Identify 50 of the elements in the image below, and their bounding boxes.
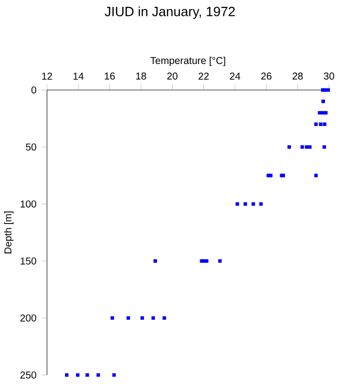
- y-tick-label: 200: [20, 314, 36, 322]
- y-tick-label: 0: [31, 86, 36, 94]
- point: [140, 316, 144, 320]
- point: [287, 145, 291, 149]
- point: [322, 122, 326, 126]
- point: [218, 259, 222, 263]
- point: [204, 259, 208, 263]
- y-tick-label: 250: [20, 371, 36, 379]
- y-tick-label: 50: [26, 143, 36, 151]
- point: [252, 202, 256, 206]
- point: [324, 111, 328, 115]
- x-tick-label: 14: [74, 72, 84, 80]
- point: [126, 316, 130, 320]
- point: [304, 145, 308, 149]
- y-tick-label: 150: [20, 257, 36, 265]
- x-tick-label: 18: [136, 72, 146, 80]
- x-tick-label: 20: [167, 72, 178, 80]
- x-tick-label: 28: [292, 72, 303, 80]
- point: [162, 316, 166, 320]
- point: [259, 202, 263, 206]
- point: [314, 174, 318, 178]
- point: [244, 202, 248, 206]
- point: [308, 145, 312, 149]
- point: [321, 100, 325, 104]
- point: [76, 373, 80, 377]
- x-tick-label: 30: [324, 72, 334, 80]
- point: [110, 316, 114, 320]
- y-tick-label: 100: [20, 200, 36, 208]
- point: [236, 202, 240, 206]
- y-axis-title: Depth [m]: [4, 212, 14, 254]
- point: [300, 145, 304, 149]
- point: [112, 373, 116, 377]
- point: [323, 88, 327, 92]
- x-tick-label: 16: [104, 72, 115, 80]
- point: [318, 122, 322, 126]
- point: [151, 316, 155, 320]
- x-tick-label: 12: [42, 72, 52, 80]
- point: [326, 88, 330, 92]
- point: [314, 122, 318, 126]
- point: [96, 373, 100, 377]
- point: [65, 373, 68, 377]
- chart-title: JIUD in January, 1972: [104, 6, 235, 19]
- x-tick-label: 22: [198, 72, 209, 80]
- x-axis-title: Temperature [°C]: [150, 56, 226, 66]
- point: [322, 145, 326, 149]
- point: [202, 259, 206, 263]
- point: [86, 373, 89, 377]
- x-tick-label: 24: [230, 72, 240, 80]
- x-tick-label: 26: [261, 72, 272, 80]
- point: [154, 259, 157, 263]
